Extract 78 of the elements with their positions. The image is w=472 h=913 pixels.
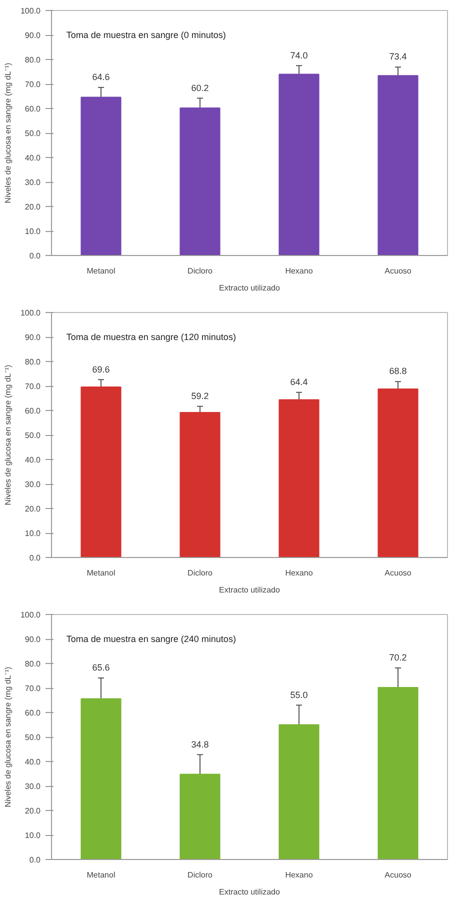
x-tick-label: Hexano — [285, 266, 314, 276]
y-tick-label: 30.0 — [24, 178, 42, 187]
bar — [180, 774, 220, 860]
y-tick-label: 80.0 — [24, 660, 42, 668]
y-tick-label: 20.0 — [24, 504, 42, 514]
x-tick-label: Acuoso — [384, 870, 412, 880]
text: Toma de muestra en sangre (0 minutos) — [66, 30, 226, 40]
y-tick-label: 100.0 — [20, 308, 42, 318]
bar — [80, 96, 122, 256]
y-tick-label: 10.0 — [24, 831, 42, 840]
x-tick-label: Acuoso — [384, 266, 412, 276]
data-label: 69.6 — [92, 364, 110, 374]
y-tick-label: 90.0 — [24, 31, 42, 40]
y-tick-label: 20.0 — [24, 806, 42, 816]
bar — [378, 687, 418, 860]
y-tick-label: 50.0 — [24, 431, 42, 440]
y-tick-label: 80.0 — [24, 56, 42, 64]
x-axis-title: Extracto utilizado — [219, 284, 281, 292]
x-tick-label: Dicloro — [188, 870, 213, 880]
bar — [278, 74, 320, 256]
y-tick-label: 40.0 — [24, 758, 42, 766]
data-label: 74.0 — [290, 50, 308, 60]
y-tick-label: 60.0 — [24, 104, 42, 114]
bar — [278, 724, 320, 860]
x-axis-title: Extracto utilizado — [219, 888, 281, 896]
x-tick-label: Metanol — [86, 266, 116, 276]
y-tick-label: 90.0 — [24, 635, 42, 644]
bar — [180, 108, 220, 256]
y-axis-title: Niveles de glucosa en sangre (mg dL⁻¹) — [3, 62, 12, 204]
data-label: 59.2 — [191, 390, 209, 401]
data-label: 64.6 — [92, 72, 110, 82]
y-tick-label: 40.0 — [24, 154, 42, 162]
data-label: 65.6 — [92, 662, 110, 673]
data-label: 68.8 — [389, 366, 407, 376]
x-tick-label: Hexano — [285, 870, 314, 880]
y-tick-label: 70.0 — [24, 684, 42, 693]
y-tick-label: 60.0 — [24, 708, 42, 718]
y-tick-label: 10.0 — [24, 227, 42, 236]
y-axis-title: Niveles de glucosa en sangre (mg dL⁻¹) — [3, 364, 12, 506]
x-axis-title: Extracto utilizado — [219, 586, 281, 594]
y-tick-label: 70.0 — [24, 382, 42, 391]
y-axis-title: Niveles de glucosa en sangre (mg dL⁻¹) — [3, 666, 12, 808]
y-tick-label: 20.0 — [24, 202, 42, 212]
y-tick-label: 0.0 — [29, 856, 42, 864]
y-tick-label: 90.0 — [24, 333, 42, 342]
y-tick-label: 50.0 — [24, 733, 42, 742]
data-label: 73.4 — [389, 52, 407, 62]
y-tick-label: 10.0 — [24, 529, 42, 538]
bar — [80, 698, 122, 860]
data-label: 64.4 — [290, 377, 308, 388]
text: Toma de muestra en sangre (120 minutos) — [66, 332, 236, 342]
x-tick-label: Acuoso — [384, 568, 412, 578]
x-tick-label: Dicloro — [188, 266, 213, 276]
x-tick-label: Dicloro — [188, 568, 213, 578]
x-tick-label: Metanol — [86, 568, 116, 578]
x-tick-label: Hexano — [285, 568, 314, 578]
y-tick-label: 100.0 — [20, 6, 42, 16]
data-label: 34.8 — [191, 739, 209, 750]
text: Toma de muestra en sangre (240 minutos) — [66, 634, 236, 644]
bar — [278, 399, 320, 558]
y-tick-label: 100.0 — [20, 610, 42, 620]
y-tick-label: 50.0 — [24, 129, 42, 138]
y-tick-label: 0.0 — [29, 554, 42, 562]
bar — [378, 388, 418, 558]
data-label: 55.0 — [290, 690, 308, 700]
bar — [80, 386, 122, 558]
data-label: 60.2 — [191, 82, 209, 93]
y-tick-label: 40.0 — [24, 456, 42, 464]
y-tick-label: 60.0 — [24, 406, 42, 416]
bar — [180, 412, 220, 558]
y-tick-label: 30.0 — [24, 782, 42, 791]
y-tick-label: 0.0 — [29, 252, 42, 260]
y-tick-label: 70.0 — [24, 80, 42, 89]
y-tick-label: 30.0 — [24, 480, 42, 489]
data-label: 70.2 — [389, 652, 407, 663]
bar — [378, 75, 418, 256]
x-tick-label: Metanol — [86, 870, 116, 880]
y-tick-label: 80.0 — [24, 358, 42, 366]
